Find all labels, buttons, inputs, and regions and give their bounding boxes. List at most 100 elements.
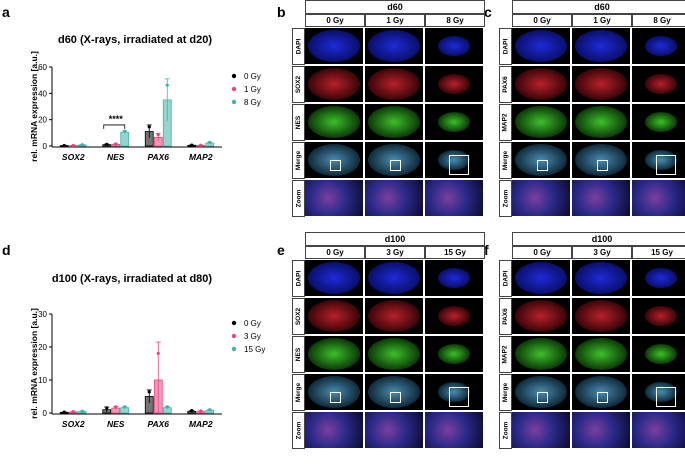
micrograph-tile	[572, 336, 630, 372]
panel-letter-b: b	[277, 4, 286, 20]
organoid-signal	[307, 337, 361, 371]
legend-marker	[231, 333, 237, 339]
row-label: Merge	[292, 374, 305, 411]
micrograph-tile	[425, 142, 483, 178]
data-point	[71, 143, 75, 148]
data-point	[62, 143, 66, 148]
legend-label: 0 Gy	[244, 319, 261, 328]
legend-marker	[231, 320, 237, 326]
y-tick-label: 40	[38, 89, 47, 98]
data-point	[165, 83, 169, 87]
micrograph-tile	[572, 28, 630, 64]
y-tick-label: 10	[38, 376, 47, 385]
row-label: SOX2	[292, 298, 305, 335]
micrograph-tile	[632, 336, 685, 372]
micrograph-tile	[365, 180, 423, 216]
zoom-region-box	[329, 159, 341, 171]
data-point	[62, 410, 66, 414]
column-header: 0 Gy	[305, 246, 365, 259]
organoid-signal	[645, 112, 677, 132]
data-point	[71, 409, 75, 414]
micrograph-tile	[425, 260, 483, 296]
micrograph-tile	[305, 142, 363, 178]
panel-letter-f: f	[484, 242, 489, 258]
zoom-region-box	[389, 159, 401, 171]
data-point	[156, 133, 160, 137]
micrograph-tile	[425, 374, 483, 410]
organoid-signal	[574, 299, 628, 333]
y-axis-label: rel. mRNA expression [a.u.]	[29, 51, 39, 162]
micrograph-tile	[365, 142, 423, 178]
micrograph-tile	[632, 260, 685, 296]
organoid-signal	[367, 105, 421, 139]
micrograph-tile	[512, 66, 570, 102]
panel-header: d60	[305, 0, 485, 14]
bar-chart-d60: d60 (X-rays, irradiated at d20) rel. mRNA…	[29, 34, 261, 162]
micrograph-tile	[572, 180, 630, 216]
row-label: DAPI	[499, 28, 512, 65]
organoid-signal	[645, 36, 677, 56]
y-axis-label: rel. mRNA expression [a.u.]	[29, 308, 39, 419]
micrograph-tile	[365, 298, 423, 334]
column-header: 0 Gy	[512, 14, 572, 27]
row-label: NES	[292, 104, 305, 141]
legend-marker	[231, 346, 237, 352]
organoid-signal	[514, 261, 568, 295]
zoom-region-box	[656, 387, 676, 407]
organoid-signal	[307, 105, 361, 139]
row-label: Zoom	[499, 412, 512, 449]
micrograph-tile	[305, 104, 363, 140]
data-point	[208, 408, 212, 412]
organoid-signal	[367, 299, 421, 333]
legend-label: 3 Gy	[244, 332, 261, 341]
category-label: PAX6	[147, 419, 169, 429]
organoid-signal	[574, 337, 628, 371]
data-point	[114, 405, 118, 409]
panel-letter-d: d	[2, 242, 11, 258]
micrograph-tile	[425, 336, 483, 372]
row-label: PAX6	[499, 66, 512, 103]
legend-label: 15 Gy	[244, 345, 265, 354]
data-point	[147, 390, 151, 394]
row-label: Zoom	[292, 180, 305, 217]
y-tick-label: 20	[38, 116, 47, 125]
data-point	[199, 409, 203, 413]
organoid-signal	[645, 74, 677, 94]
organoid-signal	[307, 29, 361, 63]
micrograph-tile	[425, 298, 483, 334]
micrograph-tile	[365, 104, 423, 140]
category-label: MAP2	[189, 419, 213, 429]
data-point	[80, 409, 84, 413]
data-point	[190, 409, 194, 413]
micrograph-tile	[512, 142, 570, 178]
micrograph-tile	[632, 66, 685, 102]
row-label: Merge	[292, 142, 305, 179]
data-point	[105, 142, 109, 146]
organoid-signal	[307, 67, 361, 101]
micrograph-tile	[632, 180, 685, 216]
organoid-signal	[438, 306, 470, 326]
micrograph-tile	[305, 28, 363, 64]
micrograph-tile	[365, 66, 423, 102]
micrograph-tile	[305, 66, 363, 102]
micrograph-tile	[512, 104, 570, 140]
row-label: MAP2	[499, 104, 512, 141]
micrograph-tile	[572, 298, 630, 334]
micrograph-tile	[425, 180, 483, 216]
micrograph-tile	[572, 412, 630, 448]
organoid-signal	[514, 105, 568, 139]
category-label: MAP2	[189, 152, 213, 162]
y-tick-label: 0	[43, 409, 48, 418]
organoid-signal	[645, 268, 677, 288]
micrograph-tile	[425, 104, 483, 140]
column-header: 15 Gy	[425, 246, 485, 259]
data-point	[80, 143, 84, 147]
category-label: SOX2	[62, 419, 85, 429]
column-header: 15 Gy	[632, 246, 685, 259]
row-label: Merge	[499, 374, 512, 411]
column-header: 8 Gy	[632, 14, 685, 27]
data-point	[147, 125, 151, 129]
organoid-signal	[438, 36, 470, 56]
significance-label: ****	[109, 114, 124, 124]
bar-chart-d100: d100 (X-rays, irradiated at d80) rel. mRN…	[29, 273, 265, 429]
